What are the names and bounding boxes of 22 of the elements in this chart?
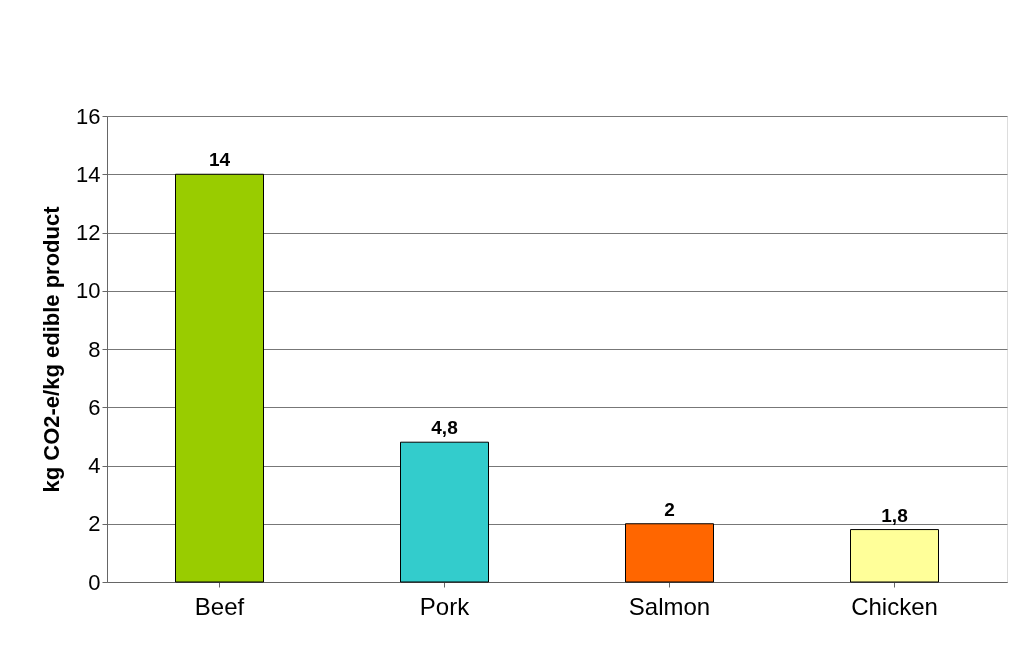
y-tick-label: 16 (76, 103, 101, 129)
y-tick-label: 6 (88, 394, 101, 420)
x-tick-label: Chicken (851, 592, 938, 620)
y-tick-label: 8 (88, 336, 101, 362)
bar (400, 441, 489, 583)
bar (175, 173, 264, 583)
y-tick-label: 4 (88, 453, 101, 478)
y-tick-label: 10 (76, 278, 101, 304)
data-label: 1,8 (881, 504, 908, 526)
x-tick-label: Pork (419, 592, 471, 620)
y-axis-title: kg CO2-e/kg edible product (39, 205, 65, 493)
bar (850, 529, 939, 583)
x-tick-label: Salmon (628, 592, 711, 620)
y-tick-label: 12 (76, 220, 101, 245)
y-tick-label: 2 (88, 511, 101, 537)
y-tick-label: 14 (76, 161, 101, 187)
bar (625, 523, 714, 583)
x-tick-label: Beef (194, 592, 245, 620)
y-tick-label: 0 (88, 569, 101, 595)
data-label: 2 (664, 498, 675, 520)
data-label: 4,8 (431, 417, 458, 439)
data-label: 14 (208, 149, 231, 171)
